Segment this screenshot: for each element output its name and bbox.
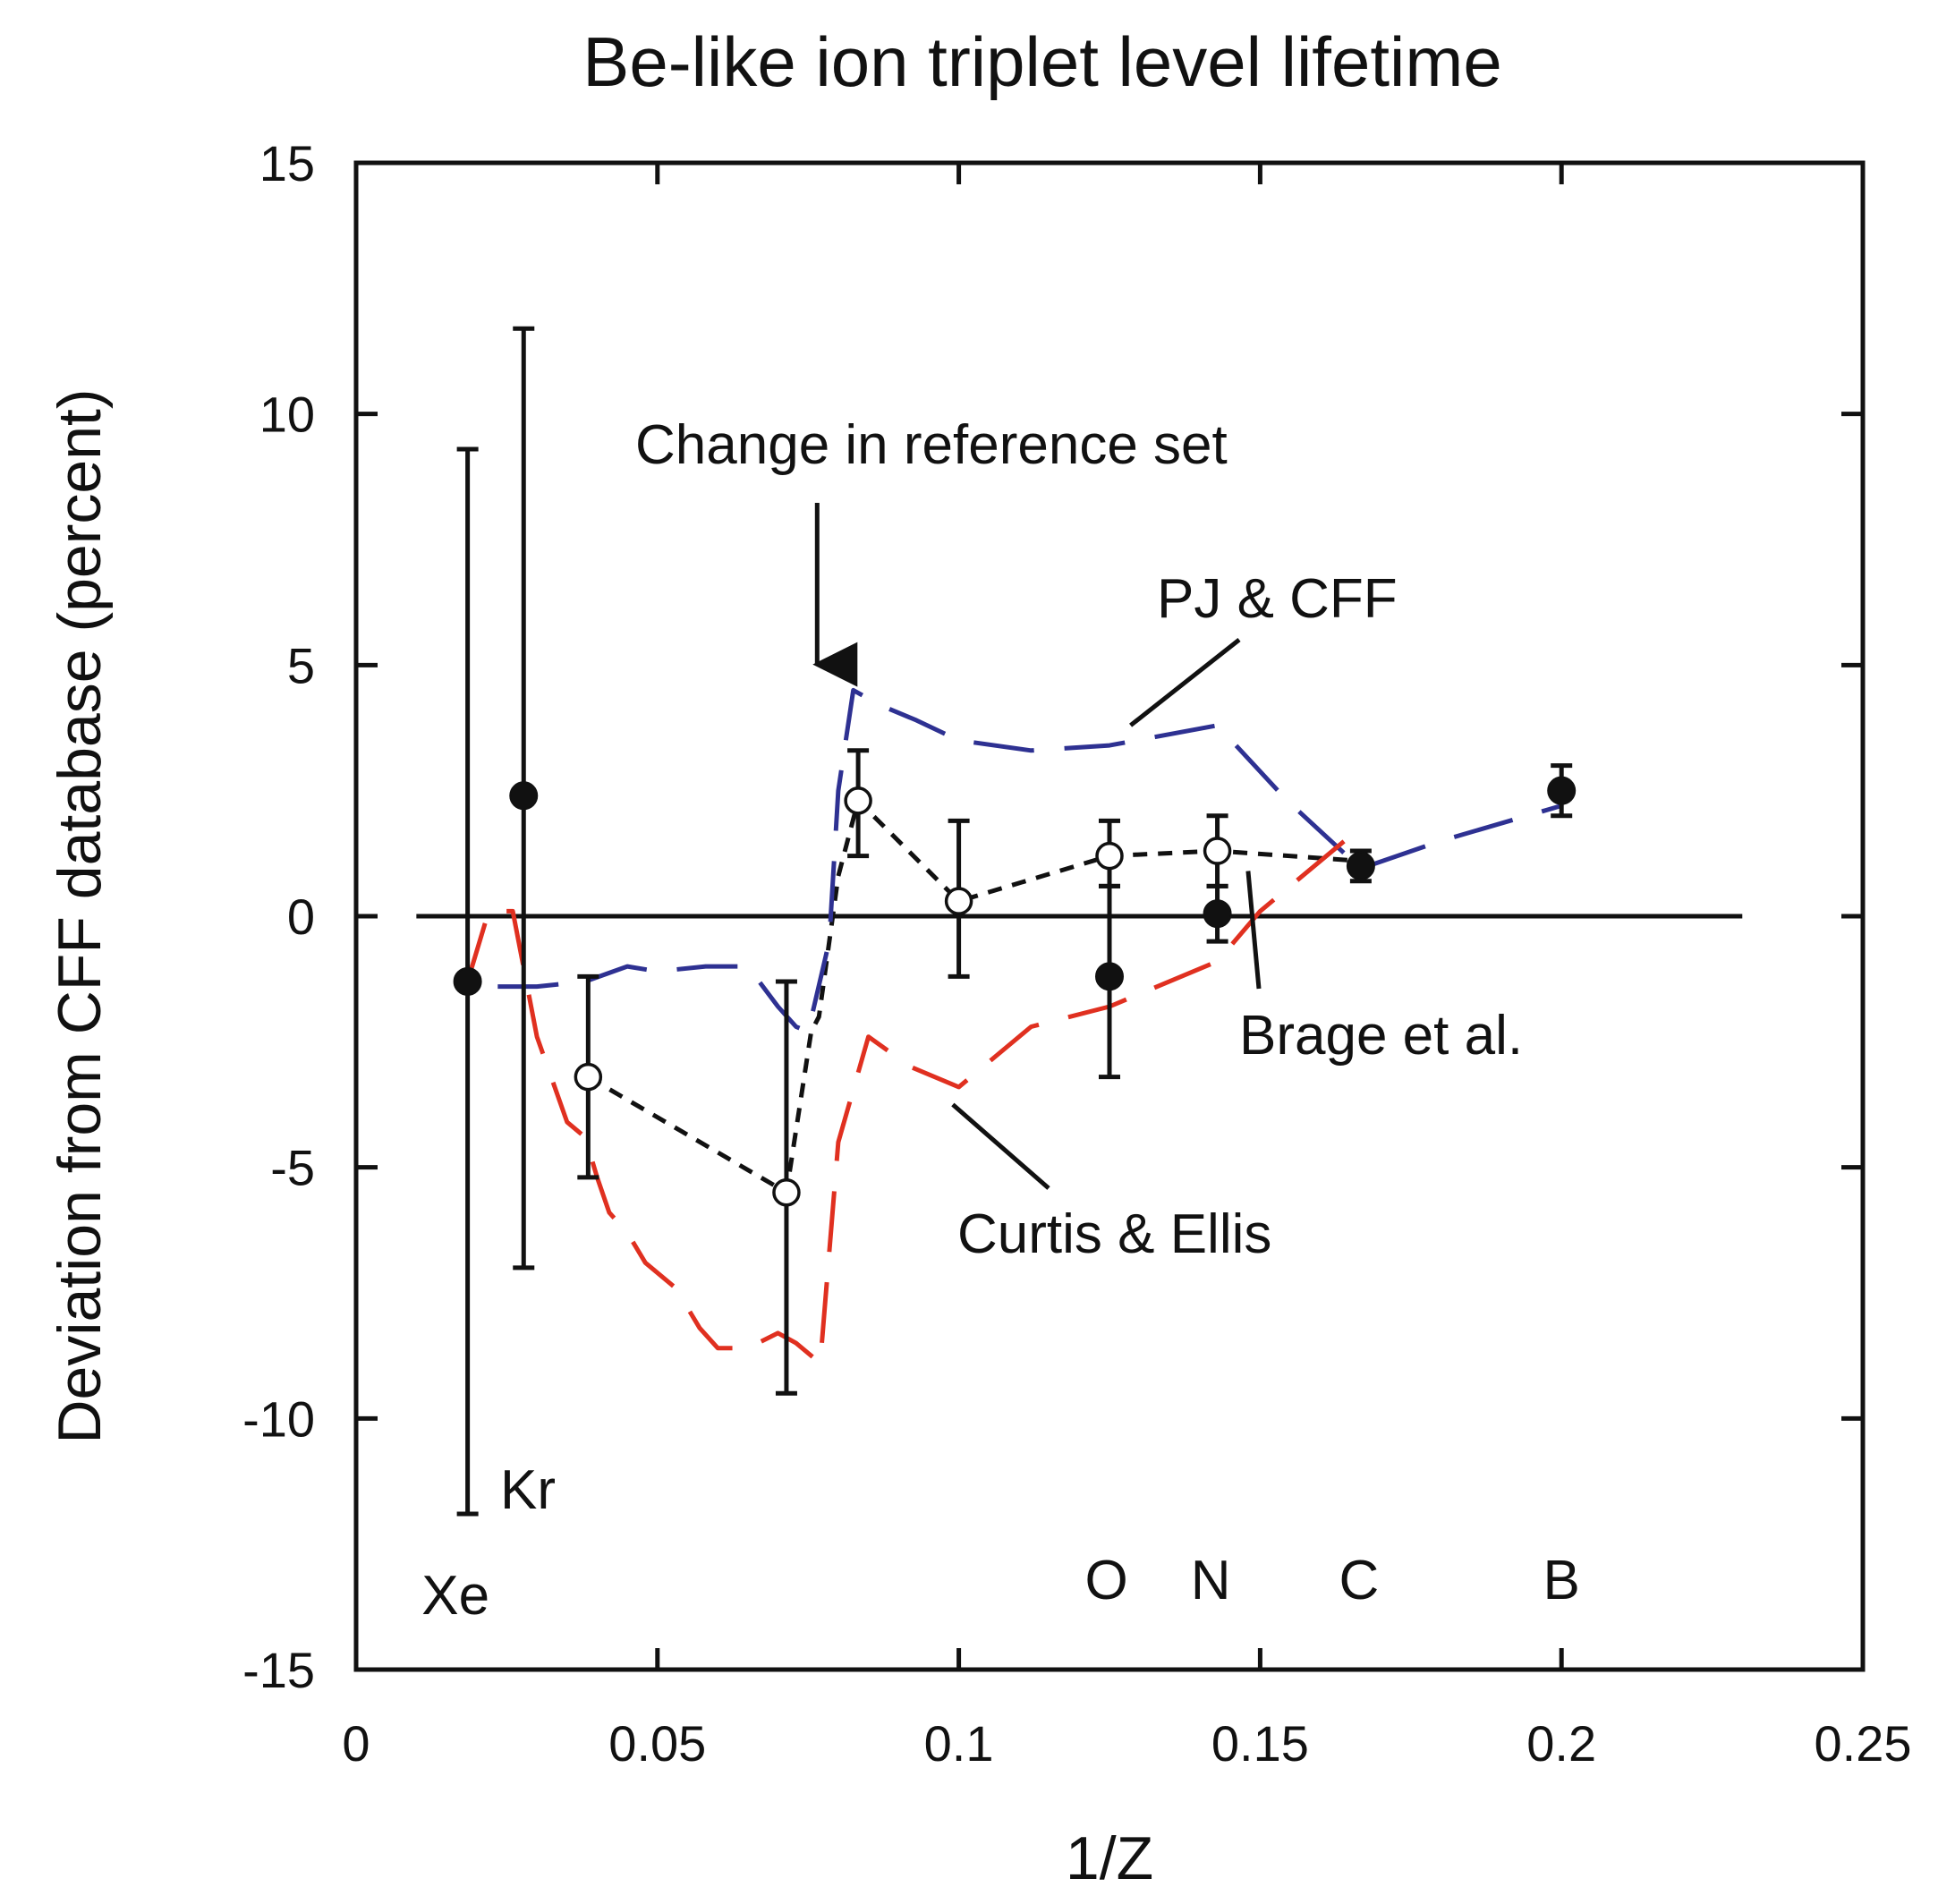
x-tick-label: 0.1 [924, 1715, 994, 1772]
element-label-o: O [1085, 1550, 1128, 1611]
filled-point [1203, 899, 1232, 929]
open-point [574, 1062, 603, 1092]
series-line-curtis-ellis [465, 834, 1353, 1366]
annotation-leader-brage [1245, 871, 1262, 990]
filled-point [453, 966, 482, 996]
annotation-brage: Brage et al. [1239, 1005, 1523, 1067]
data-points [453, 776, 1577, 1207]
open-point [944, 887, 973, 915]
y-tick-label: -5 [270, 1140, 315, 1196]
series-layer [465, 687, 1562, 1366]
y-tick-label: 0 [287, 888, 315, 945]
y-tick-label: 5 [287, 637, 315, 693]
filled-point [1346, 851, 1375, 880]
element-label-xe: Xe [421, 1565, 489, 1627]
chart-title: Be-like ion triplet level lifetime [582, 22, 1501, 101]
series-line-pj-cff [497, 687, 1562, 1034]
annotation-pj-cff: PJ & CFF [1157, 568, 1398, 630]
error-bars [456, 326, 1573, 1517]
element-label-b: B [1543, 1550, 1580, 1611]
open-point [772, 1177, 801, 1207]
x-axis-label: 1/Z [1066, 1824, 1153, 1892]
open-point [1095, 841, 1124, 871]
x-tick-label: 0.05 [608, 1715, 706, 1772]
x-tick-label: 0.2 [1526, 1715, 1596, 1772]
element-label-kr: Kr [500, 1459, 556, 1521]
filled-point [1095, 962, 1124, 991]
annotation-curtis-ellis: Curtis & Ellis [957, 1203, 1271, 1265]
open-point [1203, 837, 1232, 865]
y-tick-label: -15 [242, 1642, 315, 1698]
element-label-n: N [1191, 1550, 1231, 1611]
y-axis-label: Deviation from CFF database (percent) [46, 388, 114, 1443]
y-tick-label: -10 [242, 1390, 315, 1447]
filled-point [509, 781, 539, 811]
element-label-c: C [1339, 1550, 1379, 1611]
open-point [844, 786, 872, 815]
y-tick-label: 10 [259, 387, 315, 443]
filled-point [1547, 776, 1577, 805]
series-line-black-dashed-open-point-connector [587, 798, 1362, 1195]
axis-ticks: 0 0.05 0.1 0.15 0.2 0.25 -15 -10 -5 0 5 10 15 [242, 135, 1911, 1772]
x-tick-label: 0 [342, 1715, 370, 1772]
x-tick-label: 0.25 [1815, 1715, 1912, 1772]
annotation-leader-curtis-ellis [951, 1102, 1050, 1190]
y-tick-label: 15 [259, 135, 315, 191]
x-tick-label: 0.15 [1211, 1715, 1309, 1772]
annotation-change-reference-set: Change in reference set [635, 414, 1228, 476]
annotation-leader-pj-cff [1129, 638, 1241, 727]
annotations: Change in reference set PJ & CFF Brage et … [421, 414, 1580, 1627]
